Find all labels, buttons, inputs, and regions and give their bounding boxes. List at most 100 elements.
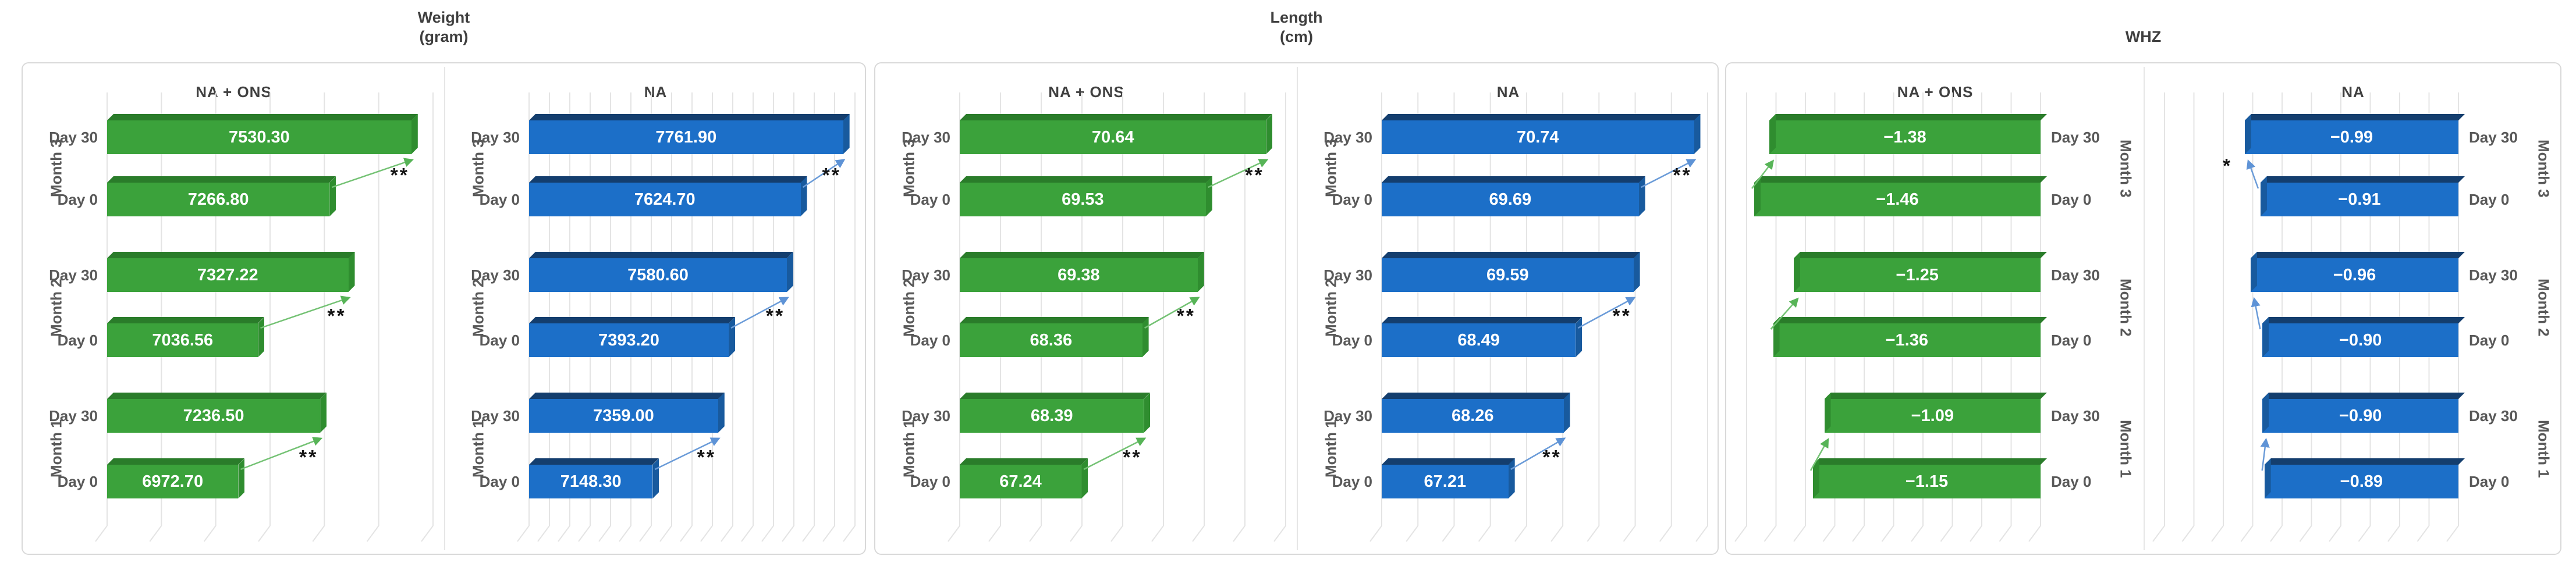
- bar-top-face: [1813, 458, 2047, 465]
- bar-value-label: 7359.00: [592, 406, 654, 425]
- day-label: Day 30: [49, 266, 98, 284]
- gridline-floor-tail: [1659, 525, 1672, 542]
- bar-end-cap: [320, 393, 327, 433]
- day-label: Day 30: [902, 128, 950, 146]
- significance-marker: **: [1673, 164, 1692, 187]
- gridline-floor-tail: [2152, 525, 2165, 542]
- bar-face: [107, 258, 349, 292]
- bar-value-label: 68.26: [1451, 406, 1494, 425]
- month-label: Month 2: [2117, 279, 2135, 337]
- panel-divider: [2144, 67, 2145, 550]
- month-label: Month 1: [2535, 419, 2553, 478]
- significance-marker: *: [2222, 155, 2233, 177]
- bar: 69.53: [960, 176, 1212, 216]
- bar: 69.69: [1382, 176, 1645, 216]
- bar-top-face: [107, 114, 418, 120]
- gridline-floor-tail: [2387, 525, 2400, 542]
- day-label: Day 0: [2469, 331, 2510, 349]
- month-label: Month 2: [2535, 279, 2553, 337]
- bar-top-face: [529, 458, 659, 465]
- bar-end-cap: [348, 252, 355, 292]
- bar: −1.25: [1794, 252, 2047, 292]
- bar-end-cap: [1633, 252, 1640, 292]
- gridline-floor-tail: [1369, 525, 1382, 542]
- bar-end-cap: [1694, 114, 1701, 154]
- bar-face: [1382, 258, 1634, 292]
- bar-value-label: −1.09: [1911, 406, 1954, 425]
- day-label: Day 0: [2051, 331, 2092, 349]
- panel-header: NA: [1496, 83, 1520, 101]
- bar: −0.96: [2251, 252, 2465, 292]
- gridline-floor-tail: [822, 525, 835, 542]
- bar-face: [2245, 120, 2458, 154]
- bar: −0.99: [2245, 114, 2465, 154]
- bar: 68.39: [960, 393, 1151, 433]
- gridline-floor-tail: [2028, 525, 2041, 542]
- bar-top-face: [1382, 393, 1570, 399]
- gridline-floor-tail: [1911, 525, 1924, 542]
- bar-value-label: −0.89: [2340, 472, 2383, 491]
- bar-top-face: [1794, 252, 2047, 258]
- bar-top-face: [529, 252, 793, 258]
- chart-title: Length (cm): [874, 8, 1719, 47]
- bar-value-label: 7530.30: [228, 127, 290, 147]
- gridline-floor-tail: [1406, 525, 1419, 542]
- bar: −1.09: [1824, 393, 2047, 433]
- bar-value-label: 70.74: [1516, 127, 1559, 147]
- gridline-floor-tail: [203, 525, 217, 542]
- bar-face: [2260, 183, 2458, 216]
- chart-title: WHZ: [1725, 27, 2561, 47]
- gridline-floor-tail: [1273, 525, 1286, 542]
- chart-title-line: Length: [1270, 9, 1323, 26]
- bar-top-face: [2251, 252, 2465, 258]
- bar-top-face: [107, 393, 327, 399]
- bar: −0.90: [2262, 317, 2465, 357]
- gridline-floor-tail: [1695, 525, 1708, 542]
- bar-end-cap: [2262, 393, 2269, 433]
- bar-end-cap: [1754, 176, 1761, 216]
- bar: 7393.20: [529, 317, 736, 357]
- significance-marker: **: [822, 164, 841, 187]
- day-label: Day 30: [2051, 266, 2100, 284]
- bar-top-face: [529, 176, 807, 183]
- bar: −1.36: [1773, 317, 2047, 357]
- bar-top-face: [960, 317, 1149, 323]
- bar-value-label: 6972.70: [142, 472, 204, 491]
- bar-face: [2251, 258, 2458, 292]
- day-label: Day 30: [1324, 266, 1372, 284]
- bar-face: [529, 399, 718, 433]
- bar-top-face: [1382, 252, 1640, 258]
- gridline-floor-tail: [517, 525, 530, 542]
- bar: 68.26: [1382, 393, 1570, 433]
- gridline-floor-tail: [2240, 525, 2254, 542]
- bar-end-cap: [2262, 317, 2269, 357]
- bar-value-label: 7327.22: [197, 265, 258, 284]
- chart-title-line: (gram): [419, 28, 469, 45]
- bar: 7359.00: [529, 393, 725, 433]
- bar-face: [107, 323, 258, 357]
- chart-title-line: WHZ: [2125, 28, 2162, 45]
- bar-top-face: [2262, 393, 2465, 399]
- panel-na: NA Month 3 −0.99 Day 30 −0.91 Day 0 * Month 2 −0…: [2144, 63, 2562, 556]
- bar-top-face: [529, 393, 725, 399]
- gridline-floor-tail: [721, 525, 733, 542]
- bar-top-face: [960, 176, 1212, 183]
- bar-face: [960, 399, 1144, 433]
- gridline-floor-tail: [1881, 525, 1894, 542]
- bar-face: [1813, 465, 2041, 498]
- bar-value-label: 7148.30: [560, 472, 622, 491]
- bar-top-face: [960, 458, 1088, 465]
- bar-end-cap: [411, 114, 418, 154]
- bar-value-label: −0.96: [2333, 265, 2376, 284]
- gridline-floor-tail: [1192, 525, 1205, 542]
- gridline-floor-tail: [1442, 525, 1455, 542]
- bar-end-cap: [1266, 114, 1273, 154]
- day-label: Day 0: [2051, 190, 2092, 208]
- gridline-floor-tail: [1999, 525, 2012, 542]
- bar-top-face: [2245, 114, 2465, 120]
- gridline-floor-tail: [1587, 525, 1600, 542]
- panel-divider: [444, 67, 445, 550]
- bar-end-cap: [1638, 176, 1645, 216]
- bar-top-face: [1754, 176, 2047, 183]
- bar-value-label: −0.90: [2339, 330, 2382, 350]
